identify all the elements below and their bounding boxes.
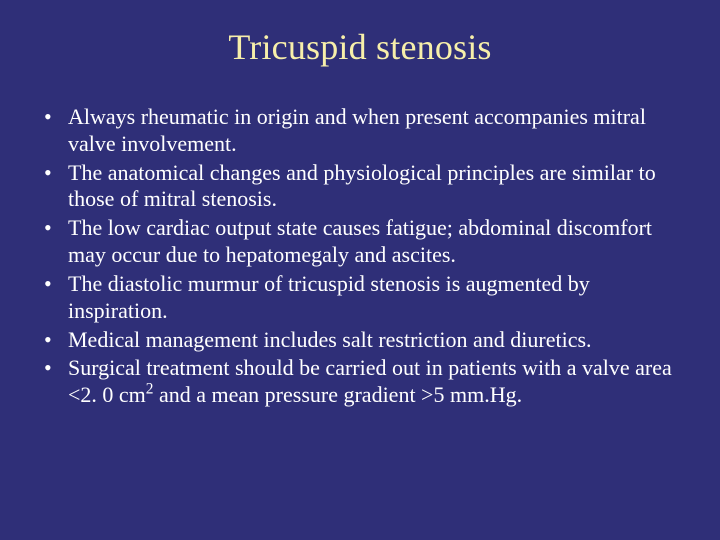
list-item: The low cardiac output state causes fati… [40,215,680,269]
list-item: The diastolic murmur of tricuspid stenos… [40,271,680,325]
bullet-list: Always rheumatic in origin and when pres… [40,104,680,409]
slide: Tricuspid stenosis Always rheumatic in o… [0,0,720,540]
list-item: Always rheumatic in origin and when pres… [40,104,680,158]
slide-title: Tricuspid stenosis [40,26,680,68]
list-item: The anatomical changes and physiological… [40,160,680,214]
list-item: Surgical treatment should be carried out… [40,355,680,409]
list-item: Medical management includes salt restric… [40,327,680,354]
